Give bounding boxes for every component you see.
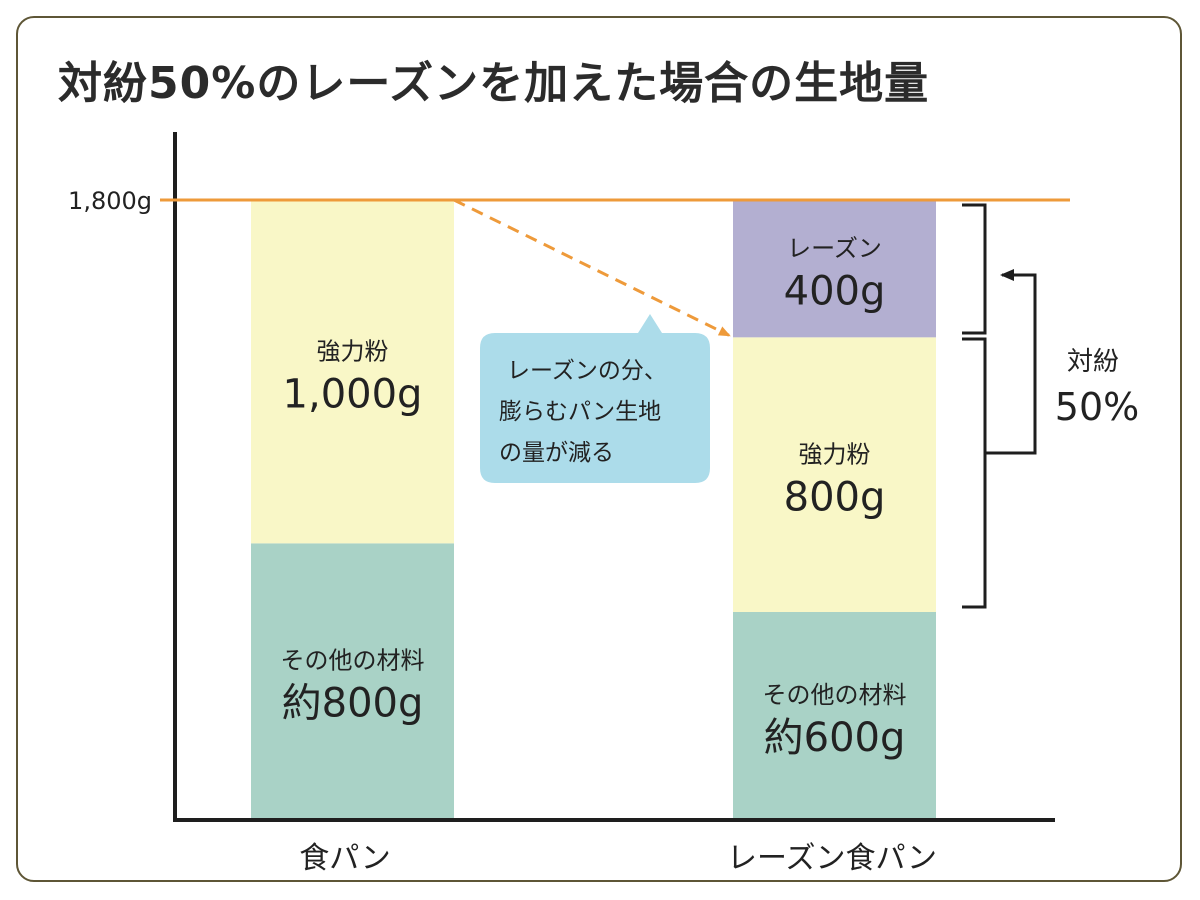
bar-segment [733, 337, 936, 612]
x-tick-label: レーズン食パン [727, 841, 937, 876]
bar-segment [733, 612, 936, 818]
segment-name-label: レーズン [787, 235, 882, 263]
segment-name-label: その他の材料 [281, 647, 425, 675]
raisin-bracket [962, 203, 987, 335]
flour-bracket [962, 337, 987, 609]
bar-segment [251, 200, 454, 544]
callout-line: レーズンの分、 [507, 358, 667, 384]
segment-value-label: 400g [784, 269, 886, 315]
ratio-annotation: 対紛 50% [962, 203, 1139, 609]
bar-segment [251, 543, 454, 818]
bars-layer: その他の材料約800g強力粉1,000g食パンその他の材料約600g強力粉800… [251, 200, 937, 876]
ratio-value: 50% [1055, 385, 1139, 429]
segment-value-label: 800g [784, 475, 886, 521]
ratio-name: 対紛 [1067, 347, 1119, 377]
bar-segment [733, 200, 936, 338]
callout-line: の量が減る [499, 440, 614, 466]
chart-title: 対紛50%のレーズンを加えた場合の生地量 [58, 58, 929, 109]
callout-bubble: レーズンの分、 膨らむパン生地 の量が減る [480, 314, 710, 483]
segment-value-label: 約800g [282, 681, 424, 727]
reference-line-label: 1,800g [68, 187, 152, 215]
reduction-arrow [453, 198, 731, 337]
x-tick-label: 食パン [299, 841, 391, 876]
segment-value-label: 約600g [764, 715, 906, 761]
callout-line: 膨らむパン生地 [499, 399, 661, 425]
ratio-arrow [985, 269, 1037, 455]
segment-name-label: その他の材料 [763, 681, 907, 709]
segment-name-label: 強力粉 [317, 338, 389, 366]
segment-value-label: 1,000g [283, 372, 423, 418]
callout-bubble-shape [480, 314, 710, 483]
segment-name-label: 強力粉 [799, 441, 871, 469]
